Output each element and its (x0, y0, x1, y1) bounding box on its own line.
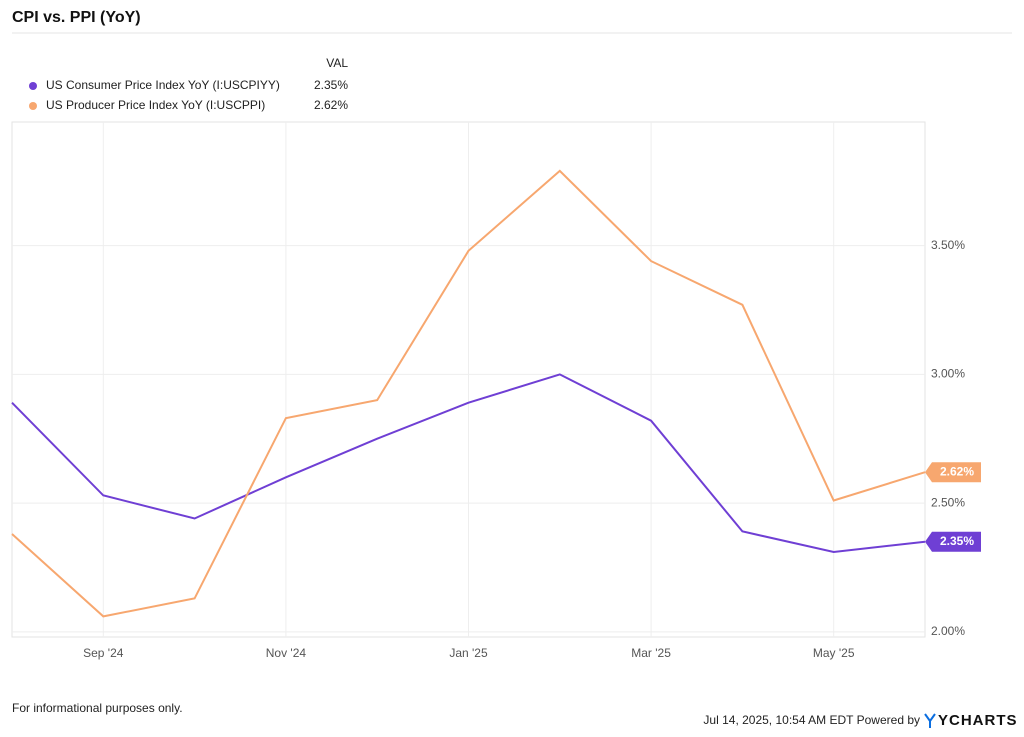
value-label: 2.62% (940, 464, 974, 478)
chart-title: CPI vs. PPI (YoY) (12, 9, 141, 26)
brand: YCHARTS (938, 712, 1018, 729)
legend-value: 2.62% (314, 98, 348, 112)
timestamp: Jul 14, 2025, 10:54 AM EDT Powered by (703, 713, 920, 727)
legend-marker (29, 82, 37, 90)
footnote: For informational purposes only. (12, 701, 183, 715)
legend-value: 2.35% (314, 78, 348, 92)
legend-marker (29, 102, 37, 110)
value-label-badge (925, 531, 981, 552)
x-tick-label: Nov '24 (266, 646, 307, 660)
x-tick-label: May '25 (813, 646, 855, 660)
legend-label: US Producer Price Index YoY (I:USCPPI) (46, 98, 265, 112)
legend-label: US Consumer Price Index YoY (I:USCPIYY) (46, 78, 280, 92)
series-line (11, 169, 926, 618)
y-tick-label: 2.00% (931, 624, 965, 638)
legend-header: VAL (326, 56, 348, 70)
series-line (11, 373, 926, 554)
value-label-badge (925, 462, 981, 483)
y-tick-label: 3.50% (931, 238, 965, 252)
x-tick-label: Jan '25 (449, 646, 488, 660)
x-tick-label: Sep '24 (83, 646, 124, 660)
brand-icon (924, 713, 936, 728)
x-tick-label: Mar '25 (631, 646, 671, 660)
y-tick-label: 2.50% (931, 495, 965, 509)
value-label: 2.35% (940, 534, 974, 548)
y-tick-label: 3.00% (931, 367, 965, 381)
